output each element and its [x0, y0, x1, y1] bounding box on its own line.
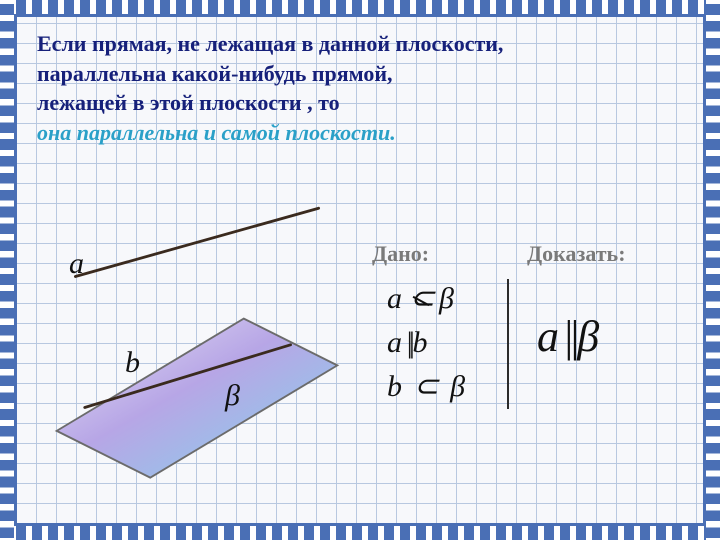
g1b: β	[439, 282, 454, 315]
content: Если прямая, не лежащая в данной плоскос…	[17, 17, 703, 523]
g3b: β	[450, 370, 465, 403]
g2a: a	[387, 326, 402, 359]
subset-icon: ⊂	[410, 370, 443, 403]
parallel-icon: ||	[559, 312, 577, 361]
given-row-3: b ⊂ β	[387, 365, 465, 409]
line-a	[75, 208, 318, 276]
g2b: b	[413, 326, 428, 359]
label-beta: β	[225, 379, 240, 413]
prove-expr: a||β	[537, 311, 599, 362]
diagram	[37, 197, 357, 487]
not-subset-icon: ⊂	[410, 277, 432, 321]
separator-line	[507, 279, 509, 409]
plane-beta	[57, 319, 338, 478]
theorem-conclusion: она параллельна и самой плоскости.	[37, 120, 396, 145]
label-b: b	[125, 346, 140, 380]
prove-a: a	[537, 312, 559, 361]
theorem-line2: параллельна какой-нибудь прямой,	[37, 61, 393, 86]
prove-b: β	[577, 312, 599, 361]
g3a: b	[387, 370, 402, 403]
label-a: a	[69, 247, 84, 281]
given-title: Дано:	[372, 241, 429, 267]
prove-title: Доказать:	[527, 241, 626, 267]
given-block: a ⊂ β a||b b ⊂ β	[387, 277, 465, 409]
theorem-text: Если прямая, не лежащая в данной плоскос…	[37, 29, 683, 148]
theorem-line3: лежащей в этой плоскости , то	[37, 90, 340, 115]
g1a: a	[387, 282, 402, 315]
parallel-icon: ||	[402, 326, 413, 359]
theorem-line1: Если прямая, не лежащая в данной плоскос…	[37, 31, 503, 56]
given-row-1: a ⊂ β	[387, 277, 465, 321]
given-row-2: a||b	[387, 321, 465, 365]
